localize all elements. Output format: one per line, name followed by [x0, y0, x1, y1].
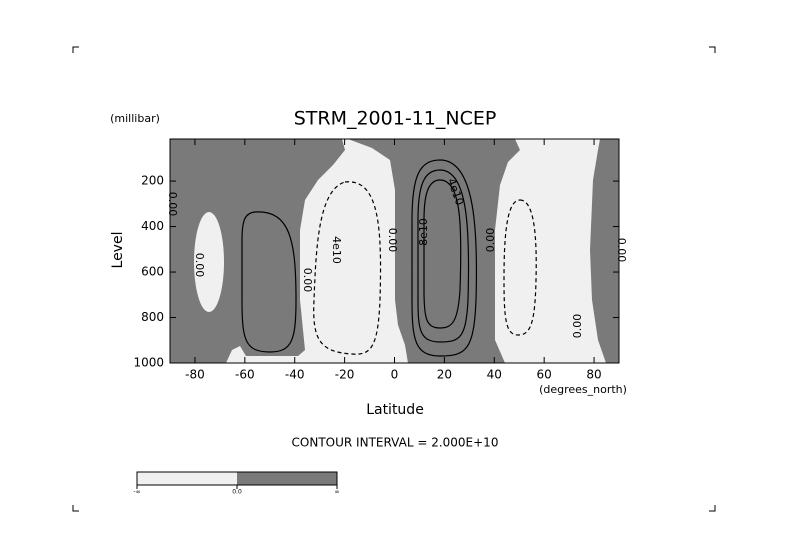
contour-line	[503, 199, 537, 336]
contour-label: 0.00	[571, 314, 584, 339]
contour-label: 0.00	[301, 268, 314, 293]
positive-region	[590, 139, 619, 363]
colorbar-label: -∞	[133, 489, 140, 496]
contour-lines	[241, 159, 537, 357]
x-axis-label: Latitude	[366, 402, 424, 418]
y-tick-label: 600	[141, 265, 164, 279]
chart-title: STRM_2001-11_NCEP	[294, 108, 497, 130]
x-tick-label: 60	[537, 368, 552, 382]
contour-note: CONTOUR INTERVAL = 2.000E+10	[292, 436, 499, 450]
contour-line	[423, 179, 462, 329]
contour-label: 8e10	[417, 218, 430, 246]
colorbar-ticks	[136, 485, 338, 489]
colorbar-label: 0.0	[232, 489, 242, 496]
contour-field	[170, 139, 619, 363]
contour-label: 0.00	[193, 253, 206, 278]
x-tick-label: -60	[235, 368, 255, 382]
negative-region	[194, 212, 224, 312]
x-tick-label: -40	[285, 368, 305, 382]
contour-label: 4e10	[330, 236, 343, 264]
colorbar-swatch	[137, 472, 237, 485]
x-tick-label: -20	[335, 368, 355, 382]
y-tick-label: 400	[141, 219, 164, 233]
colorbar-swatch	[237, 472, 337, 485]
contour-label: 0.00	[615, 238, 628, 263]
contour-label: 0.00	[386, 228, 399, 253]
x-units: (degrees_north)	[539, 383, 627, 396]
positive-region	[348, 139, 520, 363]
contour-line	[417, 169, 470, 343]
colorbar-label: ∞	[335, 489, 340, 496]
y-units: (millibar)	[110, 112, 160, 125]
contour-line	[313, 181, 382, 355]
y-axis-label: Level	[110, 232, 126, 269]
contour-label: 0.00	[166, 192, 179, 217]
corner-marks	[72, 46, 716, 512]
y-tick-label: 1000	[133, 356, 164, 370]
x-tick-label: 20	[437, 368, 452, 382]
y-tick-label: 200	[141, 174, 164, 188]
contour-label: 0.00	[484, 228, 497, 253]
contour-line	[241, 211, 297, 353]
x-tick-label: 40	[487, 368, 502, 382]
colorbar: -∞ 0.0 ∞	[133, 471, 340, 496]
x-tick-label: -80	[185, 368, 205, 382]
x-tick-label: 0	[391, 368, 399, 382]
y-tick-label: 800	[141, 310, 164, 324]
x-tick-label: 80	[586, 368, 601, 382]
contour-line	[411, 159, 478, 357]
